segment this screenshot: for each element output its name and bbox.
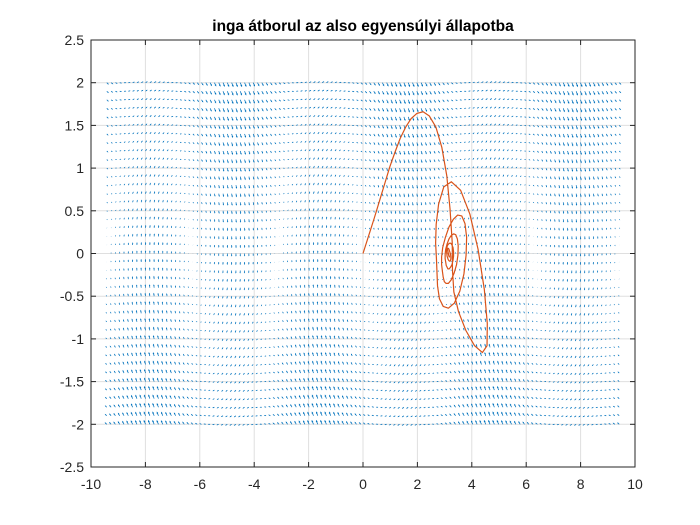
- y-tick-label: 0: [76, 246, 84, 262]
- x-tick-label: -4: [248, 476, 261, 492]
- y-tick-label: -2.5: [60, 459, 84, 475]
- x-tick-label: 8: [577, 476, 585, 492]
- y-tick-label: -1: [72, 331, 85, 347]
- y-axis-ticks: -2.5 -2 -1.5 -1 -0.5 0 0.5 1 1.5 2 2.5: [60, 32, 635, 475]
- x-tick-label: 0: [359, 476, 367, 492]
- chart-title: inga átborul az also egyensúlyi állapotb…: [212, 18, 514, 35]
- x-tick-label: -2: [302, 476, 315, 492]
- x-tick-label: 6: [522, 476, 530, 492]
- x-tick-label: -6: [194, 476, 207, 492]
- y-tick-label: -1.5: [60, 374, 84, 390]
- x-tick-label: -10: [81, 476, 101, 492]
- trajectory-line: [362, 111, 488, 354]
- x-axis-ticks: -10 -8 -6 -4 -2 0 2 4 6 8 10: [81, 40, 643, 492]
- y-tick-label: 2: [76, 75, 84, 91]
- y-tick-label: 2.5: [65, 32, 85, 48]
- y-tick-label: -0.5: [60, 288, 84, 304]
- x-tick-label: 10: [627, 476, 643, 492]
- quiver-arrows: [104, 81, 622, 426]
- y-tick-label: -2: [72, 416, 85, 432]
- x-tick-label: 2: [414, 476, 422, 492]
- x-tick-label: -8: [139, 476, 152, 492]
- y-tick-label: 0.5: [65, 203, 85, 219]
- quiver-field: [104, 81, 622, 426]
- x-tick-label: 4: [468, 476, 476, 492]
- trajectory-series: [362, 111, 488, 354]
- y-tick-label: 1.5: [65, 117, 85, 133]
- y-tick-label: 1: [76, 160, 84, 176]
